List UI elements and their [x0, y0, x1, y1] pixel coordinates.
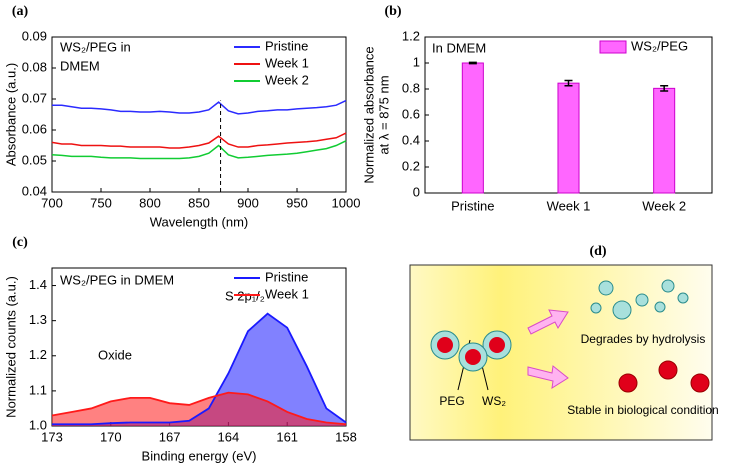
y-tick-label: 0.09: [22, 28, 47, 43]
legend-label: Pristine: [265, 38, 308, 53]
legend-label: Week 1: [265, 55, 309, 70]
x-tick-label: Week 2: [642, 198, 686, 213]
y-tick-label: 0.05: [22, 152, 47, 167]
y-tick-label: 0.04: [22, 183, 47, 198]
y-tick-label: 1.2: [29, 347, 47, 362]
y-tick-label: 0: [413, 184, 420, 199]
y-tick-label: 0.4: [402, 132, 420, 147]
bar: [461, 62, 484, 194]
series-line: [52, 99, 347, 115]
y-tick-label: 0.08: [22, 59, 47, 74]
ws2-core: [489, 337, 505, 353]
degraded-peg: [590, 279, 689, 320]
x-tick-label: 700: [41, 195, 63, 210]
diagram: (d) Degrades by hydrolysis Stable in bio…: [409, 244, 719, 441]
panel-label: (b): [384, 4, 401, 19]
x-tick-label: 173: [41, 429, 63, 444]
x-tick-label: 164: [218, 429, 240, 444]
x-axis-label: Binding energy (eV): [142, 448, 257, 463]
y-tick-label: 1.0: [29, 417, 47, 432]
ws2-core: [437, 337, 453, 353]
stable-ws2: [618, 360, 710, 393]
diagram-label: WS₂: [482, 394, 506, 408]
y-tick-label: 1.3: [29, 312, 47, 327]
x-tick-label: 950: [286, 195, 308, 210]
y-axis-label: Normalized counts (a.u.): [3, 276, 18, 418]
legend-label: Pristine: [265, 269, 308, 284]
ws2-core: [465, 349, 481, 365]
series-line: [51, 391, 347, 426]
panel-label: (c): [12, 235, 28, 250]
x-tick-label: 850: [188, 195, 210, 210]
y-tick-label: 1.1: [29, 382, 47, 397]
arrow: [527, 365, 569, 389]
x-tick-label: 900: [237, 195, 259, 210]
annotation: Oxide: [98, 347, 132, 362]
annotation: In DMEM: [432, 40, 486, 55]
x-tick-label: 158: [335, 429, 357, 444]
area-fill: [52, 313, 346, 426]
error-bar: [660, 85, 669, 92]
error-bar: [564, 79, 573, 87]
arrow: [527, 309, 569, 335]
legend-label: Week 2: [265, 72, 309, 87]
series-line: [52, 312, 347, 426]
series-line: [51, 140, 347, 160]
diagram-label: Stable in biological condition: [567, 403, 718, 417]
x-tick-label: 161: [276, 429, 298, 444]
legend-label: Week 1: [265, 286, 309, 301]
annotation: WS₂/PEG in: [60, 39, 131, 54]
y-tick-label: 1: [413, 54, 420, 69]
y-tick-label: 0.2: [402, 158, 420, 173]
x-tick-label: 167: [159, 429, 181, 444]
x-tick-label: 800: [139, 195, 161, 210]
y-tick-label: 1.4: [29, 277, 47, 292]
x-tick-label: Week 1: [547, 198, 591, 213]
x-tick-label: Pristine: [451, 198, 494, 213]
series-line: [51, 132, 347, 149]
y-axis-label: at λ = 875 nm: [376, 75, 391, 154]
x-tick-label: 750: [90, 195, 112, 210]
y-tick-label: 0.06: [22, 121, 47, 136]
bar: [557, 82, 580, 194]
bar: [653, 87, 676, 194]
legend-swatch: [599, 40, 627, 54]
x-tick-label: 170: [100, 429, 122, 444]
particles: [430, 330, 512, 372]
y-axis-label: Normalized absorbance: [361, 46, 376, 183]
annotation: WS₂/PEG in DMEM: [60, 272, 174, 287]
y-tick-label: 0.8: [402, 80, 420, 95]
y-tick-label: 0.07: [22, 90, 47, 105]
y-tick-label: 0.6: [402, 106, 420, 121]
x-tick-label: 1000: [332, 195, 361, 210]
panel-label: (a): [12, 4, 29, 19]
legend-label: WS₂/PEG: [631, 38, 688, 53]
y-axis-label: Absorbance (a.u.): [3, 63, 18, 166]
x-axis-label: Wavelength (nm): [150, 214, 249, 229]
diagram-label: Degrades by hydrolysis: [581, 332, 706, 346]
y-tick-label: 1.2: [402, 28, 420, 43]
annotation: DMEM: [60, 58, 100, 73]
diagram-label: PEG: [439, 394, 464, 408]
panel-label: (d): [589, 244, 606, 259]
error-bar: [468, 61, 477, 65]
area-fill: [52, 392, 346, 426]
